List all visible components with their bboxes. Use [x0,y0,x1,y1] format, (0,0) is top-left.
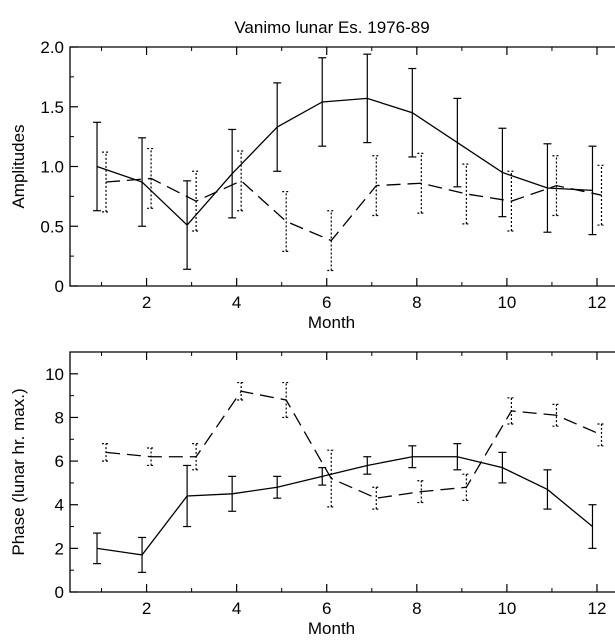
phase-series-dashed-errorbar [417,480,426,504]
chart-title: Vanimo lunar Es. 1976-89 [234,18,429,37]
amplitude-series-solid-errorbar [138,137,147,227]
amplitude-series-dashed-errorbar [507,170,516,232]
phase-series-dashed-errorbar [597,423,606,447]
amplitude-series-dashed-errorbar [102,151,111,213]
amplitude-series-solid-line [96,97,593,226]
amplitude-series-solid-errorbar [543,143,552,233]
phase-y-tick-label: 8 [55,408,64,427]
amplitude-series-dashed-errorbar [597,164,606,226]
phase-series-solid-errorbar [228,475,237,512]
phase-series-dashed-errorbar [282,381,291,419]
amplitude-series-solid-errorbar [273,82,282,172]
phase-y-tick-label: 4 [55,496,64,515]
amplitude-y-tick-label: 0 [55,277,64,296]
amplitude-x-tick-label: 2 [142,293,151,312]
phase-series-dashed-errorbar [237,381,246,401]
phase-x-axis-label: Month [308,619,355,638]
amplitude-x-tick-label: 6 [322,293,331,312]
phase-y-axis-label: Phase (lunar hr. max.) [9,388,28,555]
amplitude-series-solid-errorbar [318,57,327,147]
phase-x-tick-label: 6 [322,599,331,618]
phase-series-solid-errorbar [183,464,192,528]
amplitude-y-tick-label: 1.5 [40,98,64,117]
amplitude-series-dashed-errorbar [327,210,336,272]
amplitude-y-tick-label: 0.5 [40,217,64,236]
phase-panel: 2 4 6 8 10 12 0 2 4 6 8 10 Month Phase (lunar hr. max… [9,351,615,638]
amplitude-series-dashed-errorbar [192,170,201,232]
phase-x-tick-label: 12 [588,599,607,618]
phase-x-tick-label: 2 [142,599,151,618]
amplitude-series-dashed-errorbar [282,190,291,252]
phase-series-solid-errorbar [498,451,507,484]
amplitude-series-solid-errorbar [363,53,372,144]
phase-series-dashed-errorbar [102,443,111,462]
phase-series-solid-errorbar [363,456,372,475]
phase-series-dashed-errorbar [552,403,561,427]
phase-y-tick-label: 10 [45,365,64,384]
phase-series-solid-errorbar [318,467,327,486]
phase-y-tick-label: 6 [55,452,64,471]
amplitude-x-tick-label: 4 [232,293,241,312]
amplitude-series-solid-errorbar [183,180,192,270]
amplitude-series-dashed-errorbar [417,152,426,214]
phase-y-tick-label: 2 [55,539,64,558]
amplitude-series-dashed-errorbar [147,147,156,209]
amplitude-x-tick-label: 10 [497,293,516,312]
phase-series-solid-errorbar [453,443,462,471]
phase-series-dashed-errorbar [507,397,516,425]
phase-series-dashed-errorbar [327,449,336,508]
phase-series-solid-line [96,456,593,556]
amplitude-series-solid-errorbar [498,127,507,218]
phase-x-tick-label: 4 [232,599,241,618]
phase-series-dashed-errorbar [372,486,381,510]
amplitude-series-solid-errorbar [93,121,102,212]
amplitude-series-dashed-errorbar [552,155,561,217]
phase-x-tick-label: 10 [497,599,516,618]
phase-series-solid-errorbar [138,536,147,573]
amplitude-series-solid-errorbar [408,67,417,158]
phase-series-solid-errorbar [93,532,102,565]
phase-series-dashed-errorbar [192,443,201,471]
phase-axis-frame [69,351,615,593]
amplitude-x-axis-label: Month [308,313,355,332]
phase-series-dashed-line [105,390,602,499]
phase-series-solid-errorbar [273,475,282,499]
amplitude-series-solid-errorbar [588,145,597,236]
phase-series-solid-errorbar [543,469,552,510]
amplitude-series-dashed-errorbar [237,150,246,212]
phase-series-dashed-errorbar [462,473,471,501]
phase-series-solid-errorbar [588,504,597,549]
amplitude-series-solid-errorbar [228,128,237,219]
phase-y-tick-label: 0 [55,583,64,602]
phase-series-dashed-errorbar [147,447,156,467]
amplitude-series-solid-errorbar [453,97,462,188]
phase-series-solid-errorbar [408,445,417,469]
amplitude-y-axis-label: Amplitudes [9,124,28,208]
amplitude-x-tick-label: 8 [412,293,421,312]
amplitude-y-tick-label: 2.0 [40,38,64,57]
phase-x-tick-label: 8 [412,599,421,618]
amplitude-panel: 2 4 6 8 10 12 0 0.5 1.0 1.5 2.0 Month Amplitudes [9,38,615,332]
amplitude-series-dashed-errorbar [372,155,381,217]
amplitude-axis-frame [69,46,615,287]
amplitude-x-tick-label: 12 [588,293,607,312]
amplitude-series-dashed-line [105,177,602,242]
amplitude-y-tick-label: 1.0 [40,158,64,177]
amplitude-series-dashed-errorbar [462,163,471,225]
